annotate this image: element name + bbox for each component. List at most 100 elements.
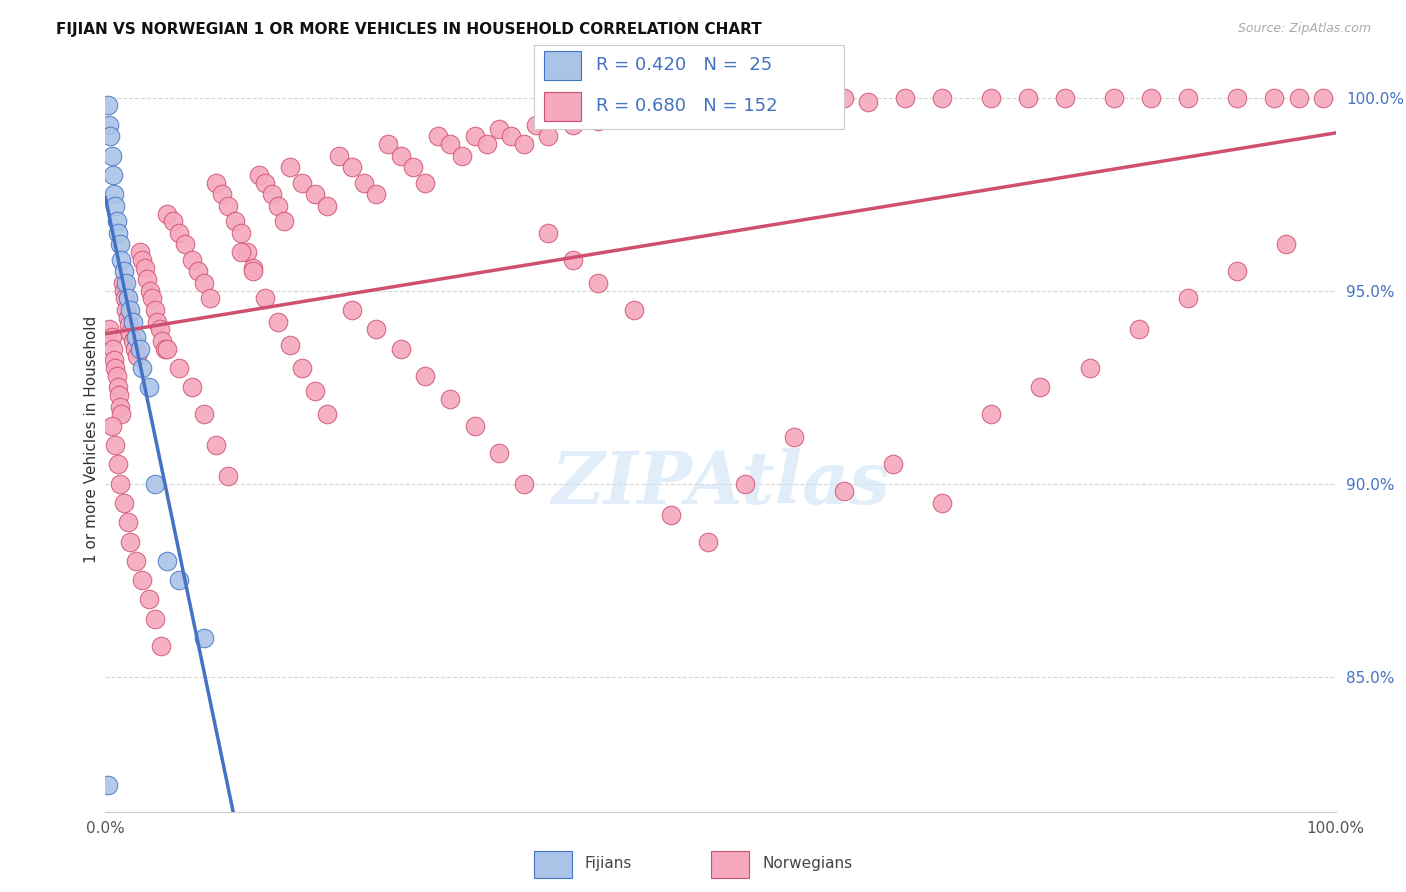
Point	[124, 342, 146, 356]
Point	[882, 458, 904, 472]
Point	[100, 149, 122, 163]
Point	[1102, 91, 1125, 105]
Point	[661, 508, 683, 522]
Point	[586, 276, 609, 290]
Point	[464, 418, 486, 433]
Point	[1017, 91, 1039, 105]
Point	[169, 573, 191, 587]
Point	[125, 330, 148, 344]
Text: Norwegians: Norwegians	[762, 855, 852, 871]
Point	[501, 129, 523, 144]
Point	[697, 534, 720, 549]
Point	[315, 407, 337, 421]
Point	[402, 160, 425, 174]
Point	[685, 103, 707, 117]
Bar	[544, 92, 581, 120]
Point	[1054, 91, 1077, 105]
Point	[304, 187, 326, 202]
Point	[710, 95, 733, 109]
Point	[134, 260, 156, 275]
Point	[108, 388, 131, 402]
Point	[377, 137, 399, 152]
Point	[125, 554, 148, 568]
Point	[451, 149, 474, 163]
Point	[304, 384, 326, 398]
Point	[118, 318, 141, 333]
Point	[141, 292, 163, 306]
Point	[783, 430, 806, 444]
Point	[117, 516, 139, 530]
Point	[211, 187, 233, 202]
Point	[138, 284, 162, 298]
Point	[193, 407, 215, 421]
Point	[114, 292, 136, 306]
Point	[242, 264, 264, 278]
Point	[254, 176, 277, 190]
Point	[439, 392, 461, 406]
Point	[415, 176, 437, 190]
Point	[115, 303, 138, 318]
Point	[180, 252, 202, 267]
Text: ZIPAtlas: ZIPAtlas	[551, 449, 890, 519]
Point	[353, 176, 375, 190]
Point	[661, 98, 683, 112]
Point	[291, 360, 314, 375]
Point	[104, 199, 127, 213]
Point	[894, 91, 917, 105]
Point	[254, 292, 277, 306]
Point	[107, 226, 129, 240]
Point	[105, 214, 128, 228]
Point	[138, 592, 160, 607]
Bar	[544, 52, 581, 80]
Point	[101, 168, 124, 182]
Point	[513, 137, 536, 152]
Point	[98, 129, 122, 144]
Point	[832, 91, 855, 105]
Point	[169, 360, 191, 375]
Point	[129, 245, 152, 260]
Point	[112, 264, 135, 278]
Point	[117, 292, 139, 306]
Point	[513, 476, 536, 491]
Point	[110, 476, 132, 491]
Point	[1263, 91, 1285, 105]
Point	[153, 342, 176, 356]
Point	[150, 334, 173, 348]
Point	[100, 418, 122, 433]
Point	[1140, 91, 1163, 105]
Point	[138, 380, 160, 394]
Point	[229, 245, 252, 260]
Point	[389, 149, 412, 163]
Point	[315, 199, 337, 213]
Bar	[711, 851, 749, 878]
Point	[174, 237, 197, 252]
Point	[1177, 292, 1199, 306]
Point	[97, 98, 120, 112]
Point	[224, 214, 246, 228]
Point	[832, 484, 855, 499]
Point	[488, 446, 510, 460]
Point	[242, 260, 264, 275]
Point	[1226, 91, 1249, 105]
Point	[149, 639, 172, 653]
Point	[247, 168, 270, 182]
Point	[475, 137, 498, 152]
Point	[610, 98, 633, 112]
Point	[218, 469, 240, 483]
Point	[105, 368, 128, 383]
Point	[112, 284, 135, 298]
Point	[340, 303, 363, 318]
Point	[229, 226, 252, 240]
Point	[524, 118, 547, 132]
Point	[488, 121, 510, 136]
Point	[623, 303, 645, 318]
Point	[586, 114, 609, 128]
Point	[110, 400, 132, 414]
Point	[111, 276, 134, 290]
Point	[110, 252, 132, 267]
Point	[115, 276, 138, 290]
Text: Source: ZipAtlas.com: Source: ZipAtlas.com	[1237, 22, 1371, 36]
Point	[550, 110, 572, 124]
Point	[366, 322, 388, 336]
Text: R = 0.680   N = 152: R = 0.680 N = 152	[596, 97, 778, 115]
